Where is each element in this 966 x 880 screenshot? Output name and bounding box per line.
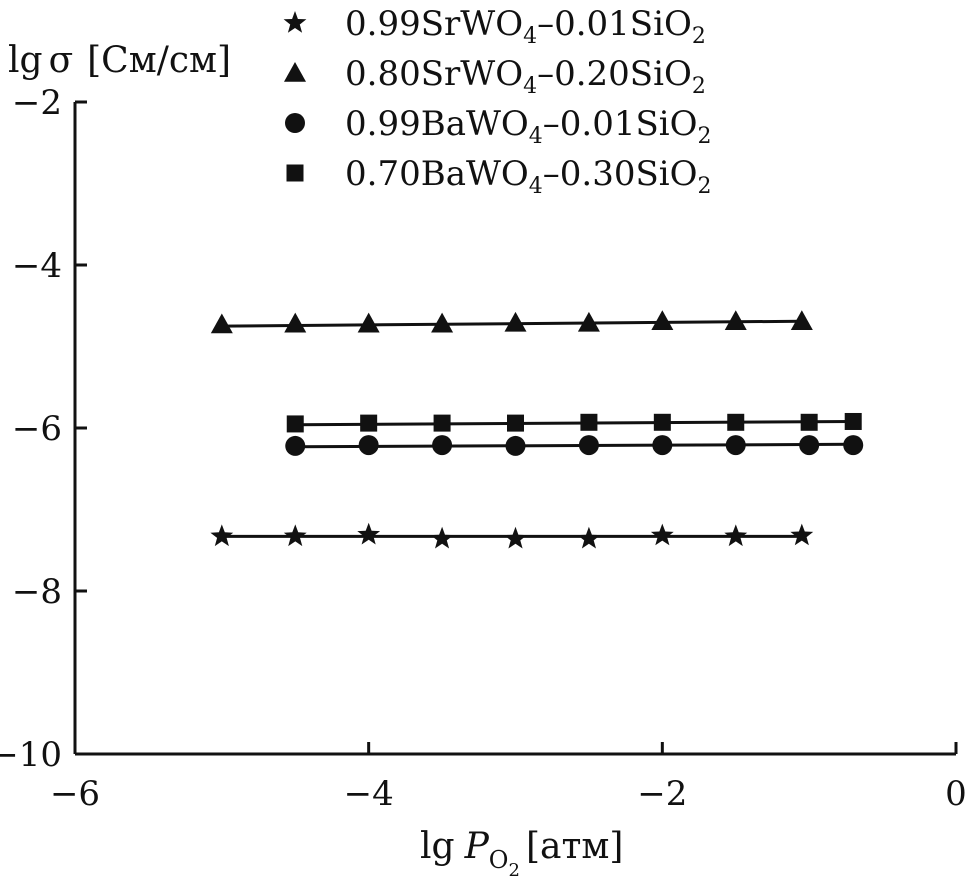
legend-label-part: –0.01SiO [537, 4, 692, 44]
y-axis-label-symbol: σ [49, 40, 74, 81]
star-data-point [504, 526, 527, 549]
legend: 0.99SrWO4–0.01SiO20.80SrWO4–0.20SiO20.99… [283, 4, 712, 199]
x-axis-label: lg PO2 [атм] [420, 826, 623, 880]
circle-data-point [843, 435, 864, 456]
triangle-data-point [284, 312, 307, 333]
triangle-data-point [210, 313, 233, 334]
triangle-data-point [790, 310, 813, 331]
x-axis-label-symbol: P [464, 826, 490, 867]
star-data-point [283, 524, 307, 547]
triangle-data-point [724, 310, 747, 331]
fit-lines [221, 319, 854, 538]
circle-series-fit-line [295, 442, 854, 449]
square-series-fit-line [295, 419, 854, 427]
legend-label-part: 0.80SrWO [345, 54, 523, 94]
square-data-point [286, 415, 304, 433]
legend-circle-marker [285, 113, 305, 133]
circle-data-point [799, 435, 820, 456]
markers [210, 310, 864, 549]
legend-label: 0.99BaWO4–0.01SiO2 [345, 104, 712, 149]
square-data-point [507, 414, 524, 432]
triangle-data-point [431, 312, 454, 333]
star-data-point [650, 523, 674, 546]
ticks [73, 100, 958, 756]
x-tick-label: −2 [637, 774, 687, 814]
legend-label-subscript: 2 [692, 24, 706, 49]
legend-label-part: 0.99SrWO [345, 4, 523, 44]
square-data-point [360, 414, 378, 432]
x-axis-label-prefix: lg [420, 826, 455, 867]
legend-label: 0.70BaWO4–0.30SiO2 [345, 154, 712, 199]
legend-label-subscript: 2 [692, 74, 706, 99]
circle-data-point [652, 435, 673, 456]
legend-star-marker [283, 11, 307, 33]
circle-data-point [432, 435, 453, 456]
legend-label-subscript: 4 [529, 174, 543, 199]
square-data-point [433, 414, 451, 432]
circle-data-point [358, 435, 379, 456]
legend-square-marker [286, 164, 304, 182]
x-tick-label: 0 [945, 774, 966, 814]
y-tick-label: −8 [12, 572, 62, 612]
legend-label-part: –0.01SiO [543, 104, 698, 144]
triangle-data-point [651, 310, 674, 331]
x-tick-label: −4 [344, 774, 394, 814]
legend-label-subscript: 4 [523, 74, 537, 99]
circle-data-point [725, 435, 746, 456]
y-axis-label-unit: [См/см] [87, 40, 231, 81]
legend-label-subscript: 4 [529, 124, 543, 149]
y-tick-label: −4 [12, 246, 62, 286]
star-data-point [724, 524, 748, 547]
triangle-data-point [504, 311, 527, 332]
star-data-point [790, 523, 814, 546]
square-data-point [580, 413, 598, 431]
circle-data-point [578, 435, 599, 456]
x-tick-label: −6 [50, 774, 100, 814]
legend-label-part: 0.99BaWO [345, 104, 529, 144]
legend-label-part: 0.70BaWO [345, 154, 529, 194]
triangle-data-point [577, 311, 600, 332]
legend-label-part: –0.30SiO [543, 154, 698, 194]
y-axis-label: lg σ [См/см] [8, 40, 231, 81]
star-data-point [210, 524, 234, 547]
legend-triangle-marker [284, 62, 306, 82]
tick-labels: −6 −4 −2 0 −2 −4 −6 −8 −10 [0, 83, 966, 814]
star-data-point [357, 522, 381, 545]
star-data-point [577, 526, 601, 549]
legend-label-subscript: 2 [698, 124, 712, 149]
legend-label-subscript: 2 [698, 174, 712, 199]
x-axis-label-subscript-index: 2 [508, 860, 519, 880]
legend-label-subscript: 4 [523, 24, 537, 49]
legend-label-part: –0.20SiO [537, 54, 692, 94]
star-data-point [430, 526, 454, 549]
x-axis-label-unit: [атм] [526, 826, 623, 867]
triangle-data-point [357, 312, 380, 333]
circle-data-point [505, 435, 526, 456]
legend-label: 0.80SrWO4–0.20SiO2 [345, 54, 706, 99]
circle-data-point [285, 435, 306, 456]
y-tick-label: −6 [12, 409, 62, 449]
y-tick-label: −2 [12, 83, 62, 123]
y-axis-label-prefix: lg [8, 40, 43, 81]
square-data-point [727, 413, 745, 431]
legend-label: 0.99SrWO4–0.01SiO2 [345, 4, 706, 49]
square-data-point [653, 413, 671, 431]
square-data-point [844, 412, 862, 430]
y-tick-label: −10 [0, 735, 62, 775]
square-data-point [800, 413, 818, 431]
x-axis-label-subscript-main: O [489, 846, 509, 874]
